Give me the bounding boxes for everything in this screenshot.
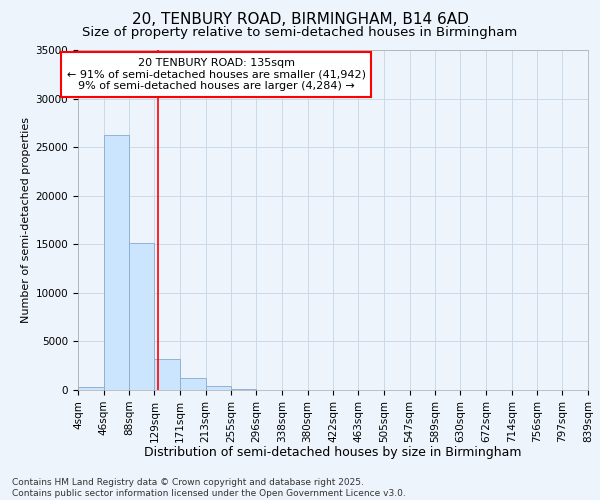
X-axis label: Distribution of semi-detached houses by size in Birmingham: Distribution of semi-detached houses by … <box>144 446 522 459</box>
Bar <box>154 359 180 390</box>
Y-axis label: Number of semi-detached properties: Number of semi-detached properties <box>22 117 31 323</box>
Bar <box>130 244 154 390</box>
Bar <box>104 136 130 390</box>
Text: Contains HM Land Registry data © Crown copyright and database right 2025.
Contai: Contains HM Land Registry data © Crown c… <box>12 478 406 498</box>
Text: 20, TENBURY ROAD, BIRMINGHAM, B14 6AD: 20, TENBURY ROAD, BIRMINGHAM, B14 6AD <box>131 12 469 28</box>
Text: 20 TENBURY ROAD: 135sqm
← 91% of semi-detached houses are smaller (41,942)
9% of: 20 TENBURY ROAD: 135sqm ← 91% of semi-de… <box>67 58 365 91</box>
Bar <box>206 386 232 390</box>
Text: Size of property relative to semi-detached houses in Birmingham: Size of property relative to semi-detach… <box>82 26 518 39</box>
Bar <box>78 386 104 390</box>
Bar <box>232 389 256 390</box>
Bar <box>180 378 206 390</box>
